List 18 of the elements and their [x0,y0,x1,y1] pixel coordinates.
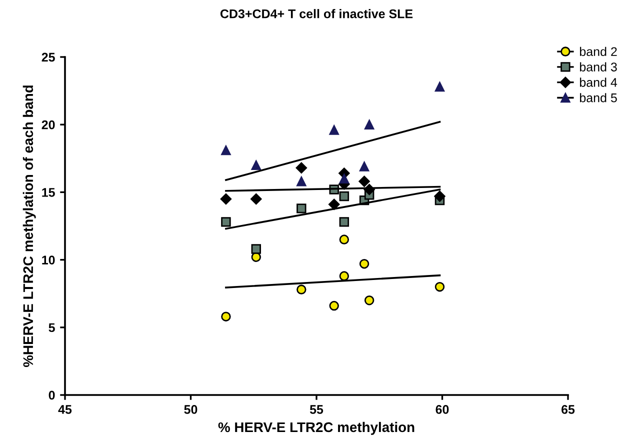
y-tick-label: 0 [48,390,55,400]
y-tick-label: 20 [42,120,55,130]
y-axis-title: %HERV-E LTR2C methylation of each band [22,86,36,368]
y-tick-label: 10 [42,256,55,264]
y-tick-label: 15 [42,188,55,197]
x-tick-label: 60 [436,405,449,414]
y-tick-label: 5 [48,323,55,332]
y-tick-label: 25 [42,52,55,62]
legend-label: band 5 [580,93,617,102]
x-axis-title: % HERV-E LTR2C methylation [218,422,414,435]
chart-title: CD3+CD4+ T cell of inactive SLE [220,9,413,18]
legend-label: band 3 [580,62,617,72]
x-tick-label: 50 [184,405,198,414]
x-tick-label: 65 [562,405,575,414]
legend-label: band 2 [580,46,617,56]
x-tick-label: 55 [310,405,324,414]
x-tick-label: 45 [58,405,72,414]
legend-label: band 4 [580,78,618,87]
